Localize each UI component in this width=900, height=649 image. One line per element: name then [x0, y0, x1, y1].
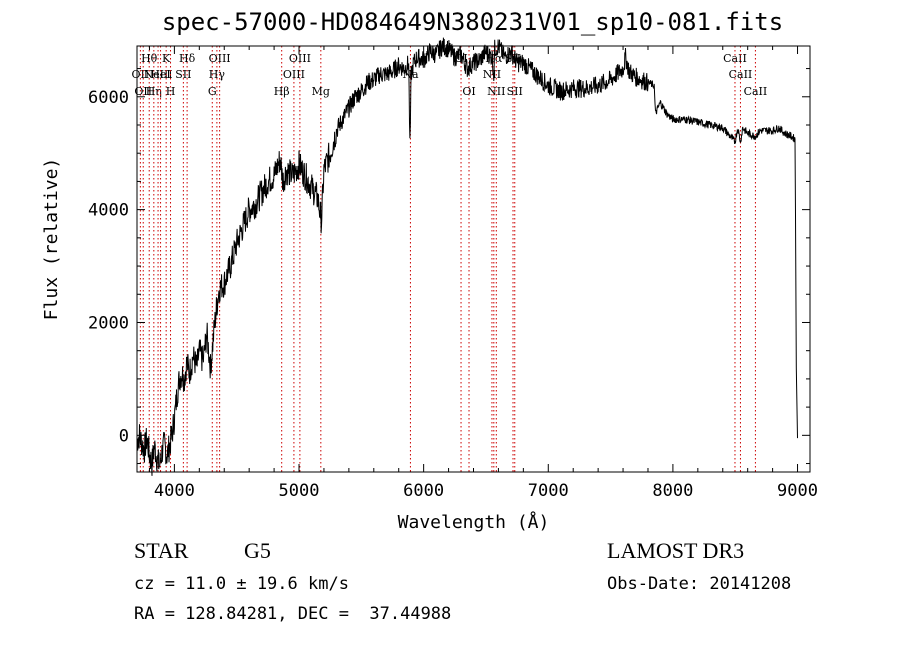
coordinates: RA = 128.84281, DEC = 37.44988: [134, 604, 452, 624]
line-marker-label-11: Hγ: [209, 68, 226, 81]
chart-title: spec-57000-HD084649N380231V01_sp10-081.f…: [161, 8, 784, 36]
y-tick-label-1: 2000: [88, 313, 129, 333]
line-marker-label-0: OII: [132, 68, 150, 81]
line-marker-label-24: SII: [507, 85, 523, 98]
line-marker-label-3: Hη: [146, 85, 162, 98]
spectrum-series: [136, 37, 798, 476]
line-marker-label-27: CaII: [744, 85, 768, 98]
line-marker-label-14: OIII: [283, 68, 305, 81]
line-marker-label-12: OIII: [209, 52, 231, 65]
line-marker-label-4: NeIII: [143, 68, 172, 81]
y-tick-label-3: 6000: [88, 88, 129, 108]
axis-labels: Wavelength (Å) Flux (relative): [41, 158, 549, 533]
line-marker-label-22: NII: [487, 85, 505, 98]
x-tick-label-5: 9000: [777, 481, 818, 501]
x-tick-label-2: 6000: [403, 481, 444, 501]
spectrum-line: [136, 37, 798, 476]
line-marker-label-19: OI: [462, 85, 475, 98]
x-axis-label: Wavelength (Å): [398, 511, 550, 533]
axis-ticks: 4000 5000 6000 7000 8000 9000 0 2000 4000 6000: [88, 46, 818, 501]
redshift: cz = 11.0 ± 19.6 km/s: [134, 574, 349, 594]
line-marker-label-25: CaII: [723, 52, 747, 65]
line-marker-label-2: Hθ: [141, 52, 158, 65]
obs-date: Obs-Date: 20141208: [607, 574, 792, 594]
x-tick-label-0: 4000: [154, 481, 195, 501]
line-marker-label-10: G: [208, 85, 217, 98]
line-marker-label-13: Hβ: [274, 85, 290, 98]
line-marker-label-15: OIII: [289, 52, 311, 65]
x-tick-label-4: 8000: [652, 481, 693, 501]
object-class: STAR: [134, 538, 189, 563]
line-marker-label-20: NII: [483, 68, 501, 81]
survey-label: LAMOST DR3: [607, 538, 745, 563]
line-marker-label-16: Mg: [312, 85, 330, 98]
line-marker-label-8: SII: [175, 68, 191, 81]
x-tick-label-3: 7000: [528, 481, 569, 501]
y-tick-label-0: 0: [119, 426, 129, 446]
line-marker-label-1: OII: [134, 85, 152, 98]
y-axis-label: Flux (relative): [41, 158, 62, 321]
line-marker-label-6: K: [162, 52, 171, 65]
plot-frame: [136, 45, 811, 473]
subclass: G5: [244, 538, 271, 563]
y-tick-label-2: 4000: [88, 201, 129, 221]
x-tick-label-1: 5000: [279, 481, 320, 501]
line-marker-label-9: Hδ: [179, 52, 196, 65]
line-marker-label-26: CaII: [729, 68, 753, 81]
line-marker-label-5: HeI: [150, 68, 170, 81]
line-marker-label-7: H: [166, 85, 176, 98]
